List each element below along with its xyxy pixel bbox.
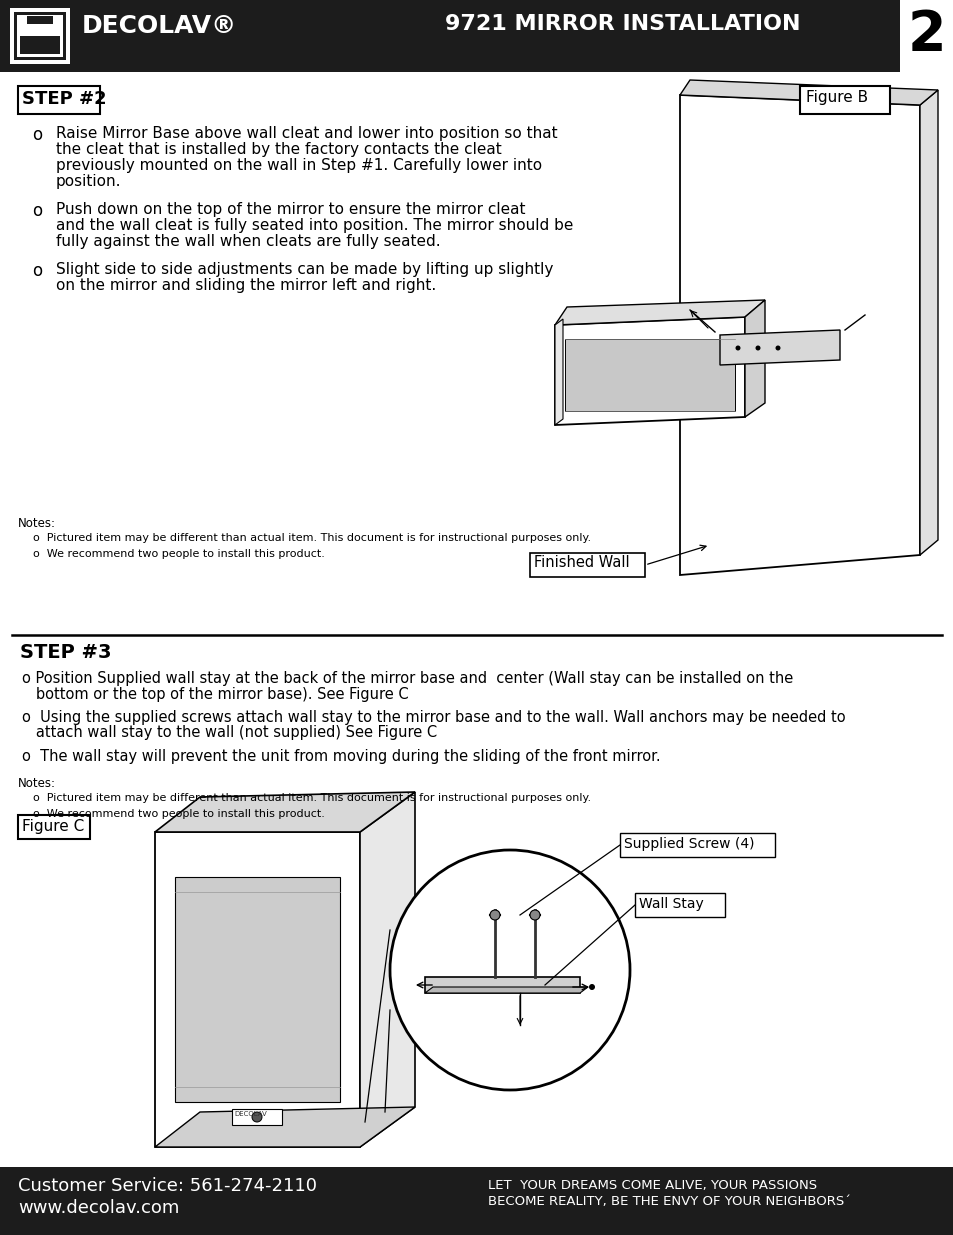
Bar (20, 23, 60, 54)
Circle shape (490, 910, 499, 920)
Text: Notes:: Notes: (18, 517, 56, 530)
Polygon shape (424, 987, 587, 993)
Text: bottom or the top of the mirror base). See Figure C: bottom or the top of the mirror base). S… (22, 687, 408, 701)
Circle shape (252, 1112, 262, 1123)
Text: position.: position. (56, 174, 121, 189)
Text: DECOLAV®: DECOLAV® (82, 14, 237, 38)
Text: attach wall stay to the wall (not supplied) See Figure C: attach wall stay to the wall (not suppli… (22, 725, 436, 741)
Polygon shape (359, 792, 415, 1147)
Text: Wall Stay: Wall Stay (639, 897, 703, 911)
Circle shape (390, 850, 629, 1091)
Text: Finished Wall: Finished Wall (534, 555, 629, 571)
Text: and the wall cleat is fully seated into position. The mirror should be: and the wall cleat is fully seated into … (56, 219, 573, 233)
Bar (17, 15, 63, 57)
Polygon shape (154, 1107, 415, 1147)
Bar (10, 7, 70, 64)
Bar (800, 86, 889, 114)
Polygon shape (424, 977, 579, 993)
Text: Customer Service: 561-274-2110: Customer Service: 561-274-2110 (18, 1177, 316, 1195)
Bar (18, 815, 90, 839)
Text: Push down on the top of the mirror to ensure the mirror cleat: Push down on the top of the mirror to en… (56, 203, 525, 217)
Text: o  Pictured item may be different than actual item. This document is for instruc: o Pictured item may be different than ac… (26, 534, 591, 543)
Text: on the mirror and sliding the mirror left and right.: on the mirror and sliding the mirror lef… (56, 278, 436, 293)
Circle shape (735, 346, 740, 351)
Text: 2: 2 (906, 7, 945, 62)
Polygon shape (679, 95, 919, 576)
Polygon shape (555, 319, 562, 425)
Circle shape (588, 984, 595, 990)
Polygon shape (154, 792, 415, 832)
Bar (14, 12, 66, 61)
Circle shape (775, 346, 780, 351)
Circle shape (755, 346, 760, 351)
Text: the cleat that is installed by the factory contacts the cleat: the cleat that is installed by the facto… (56, 142, 501, 157)
Text: STEP #2: STEP #2 (22, 90, 107, 107)
Bar (0, 1167, 953, 1235)
Text: previously mounted on the wall in Step #1. Carefully lower into: previously mounted on the wall in Step #… (56, 158, 541, 173)
Text: o  We recommend two people to install this product.: o We recommend two people to install thi… (26, 550, 325, 559)
Text: www.decolav.com: www.decolav.com (18, 1199, 179, 1216)
Text: o Position Supplied wall stay at the back of the mirror base and  center (Wall s: o Position Supplied wall stay at the bac… (22, 671, 792, 685)
Bar (232, 1109, 282, 1125)
Text: DECOLAV: DECOLAV (233, 1112, 267, 1116)
Polygon shape (555, 317, 744, 425)
Text: o  Using the supplied screws attach wall stay to the mirror base and to the wall: o Using the supplied screws attach wall … (22, 710, 844, 725)
Polygon shape (555, 300, 764, 325)
Text: o  The wall stay will prevent the unit from moving during the sliding of the fro: o The wall stay will prevent the unit fr… (22, 748, 659, 764)
Bar (530, 553, 644, 577)
Polygon shape (720, 330, 840, 366)
Polygon shape (679, 80, 937, 105)
Bar (27, 16, 53, 23)
Polygon shape (919, 90, 937, 555)
Text: Notes:: Notes: (18, 777, 56, 790)
Text: o: o (32, 262, 42, 280)
Text: o: o (32, 203, 42, 220)
Bar (174, 877, 339, 1102)
Polygon shape (154, 832, 359, 1147)
Text: STEP #3: STEP #3 (20, 643, 112, 662)
Bar (635, 893, 724, 918)
Text: Figure C: Figure C (22, 819, 84, 834)
Circle shape (530, 910, 539, 920)
Text: Figure B: Figure B (805, 90, 867, 105)
Text: Supplied Screw (4): Supplied Screw (4) (623, 837, 754, 851)
Bar (0, 0, 953, 72)
Polygon shape (744, 300, 764, 417)
Bar (619, 832, 774, 857)
Text: BECOME REALITY, BE THE ENVY OF YOUR NEIGHBORS´: BECOME REALITY, BE THE ENVY OF YOUR NEIG… (488, 1195, 850, 1208)
Text: LET  YOUR DREAMS COME ALIVE, YOUR PASSIONS: LET YOUR DREAMS COME ALIVE, YOUR PASSION… (488, 1179, 817, 1192)
Bar (20, 23, 60, 36)
Text: o  Pictured item may be different than actual item. This document is for instruc: o Pictured item may be different than ac… (26, 793, 591, 803)
Bar (18, 86, 100, 114)
Bar (564, 338, 734, 411)
Text: fully against the wall when cleats are fully seated.: fully against the wall when cleats are f… (56, 233, 440, 249)
Text: o  We recommend two people to install this product.: o We recommend two people to install thi… (26, 809, 325, 819)
Text: o: o (32, 126, 42, 144)
Text: 9721 MIRROR INSTALLATION: 9721 MIRROR INSTALLATION (444, 14, 800, 35)
Bar (899, 0, 953, 72)
Text: Slight side to side adjustments can be made by lifting up slightly: Slight side to side adjustments can be m… (56, 262, 553, 277)
Text: Raise Mirror Base above wall cleat and lower into position so that: Raise Mirror Base above wall cleat and l… (56, 126, 558, 141)
